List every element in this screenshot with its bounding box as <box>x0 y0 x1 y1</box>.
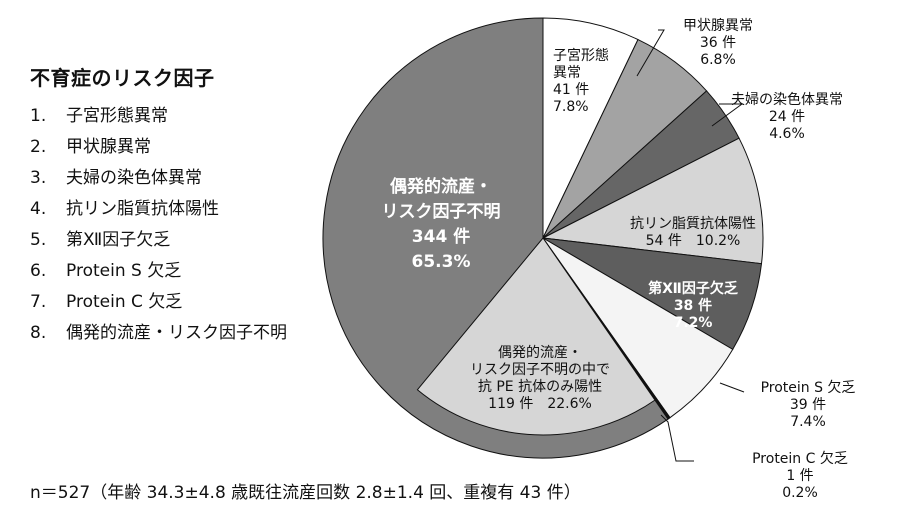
slice-label: 子宮形態異常 41 件 7.8% <box>553 48 609 115</box>
legend-item: 3. 夫婦の染色体異常 <box>30 163 350 194</box>
label-line: リスク因子不明 <box>382 202 501 222</box>
label-line: 抗リン脂質抗体陽性 <box>630 216 756 232</box>
leader-line <box>636 29 665 77</box>
label-line: 65.3% <box>412 252 471 272</box>
label-line: 夫婦の染色体異常 <box>731 91 843 108</box>
label-line: 異常 <box>553 65 581 81</box>
legend-item: 7. Protein C 欠乏 <box>30 287 350 318</box>
legend-item: 1. 子宮形態異常 <box>30 101 350 132</box>
label-line: 344 件 <box>412 226 470 247</box>
label-line: 偶発的流産・ <box>498 345 582 361</box>
legend-item-label: 子宮形態異常 <box>66 106 168 126</box>
leader-line <box>660 414 694 462</box>
label-line: Protein S 欠乏 <box>761 380 856 396</box>
legend-item-number: 8. <box>30 323 47 343</box>
legend-item-number: 1. <box>30 106 47 126</box>
legend-item: 8. 偶発的流産・リスク因子不明 <box>30 318 350 349</box>
legend-item: 6. Protein S 欠乏 <box>30 256 350 287</box>
pie-sub-slice <box>416 237 656 436</box>
legend-item: 2. 甲状腺異常 <box>30 132 350 163</box>
legend-item-label: Protein C 欠乏 <box>66 292 183 312</box>
legend-item-label: 抗リン脂質抗体陽性 <box>66 199 219 219</box>
label-line: 36 件 <box>700 35 736 51</box>
slice-label: Protein S 欠乏 39 件 7.4% <box>761 380 856 430</box>
legend-item-label: 偶発的流産・リスク因子不明 <box>66 323 287 343</box>
slice-label: 第Ⅻ因子欠乏 38 件 7.2% <box>648 280 738 331</box>
slice-label: 夫婦の染色体異常 24 件 4.6% <box>731 91 843 142</box>
legend-item-number: 4. <box>30 199 47 219</box>
label-line: 38 件 <box>674 297 712 314</box>
label-line: Protein C 欠乏 <box>752 451 848 467</box>
footnote: n＝527（年齢 34.3±4.8 歳既往流産回数 2.8±1.4 回、重複有 … <box>30 483 581 503</box>
sub-slice-label: 偶発的流産・リスク因子不明の中で抗 PE 抗体のみ陽性 119 件 22.6% <box>470 345 610 412</box>
label-line: 7.8% <box>553 99 589 115</box>
label-line: 4.6% <box>769 126 805 142</box>
slice-label: 偶発的流産・リスク因子不明 344 件 65.3% <box>382 176 501 272</box>
legend-item-number: 6. <box>30 261 47 281</box>
legend-item-number: 7. <box>30 292 47 312</box>
label-line: 7.4% <box>790 414 826 430</box>
label-line: 24 件 <box>769 109 805 125</box>
slice-label: 抗リン脂質抗体陽性 54 件 10.2% <box>630 216 756 249</box>
legend-title: 不育症のリスク因子 <box>30 66 215 90</box>
label-line: 119 件 22.6% <box>488 396 592 412</box>
leader-line <box>711 103 744 127</box>
legend-item-label: 第Ⅻ因子欠乏 <box>66 230 171 250</box>
label-line: 7.2% <box>674 315 713 331</box>
label-line: 第Ⅻ因子欠乏 <box>648 280 738 297</box>
legend-item: 4. 抗リン脂質抗体陽性 <box>30 194 350 225</box>
label-line: 偶発的流産・ <box>390 176 492 197</box>
legend-list: 1. 子宮形態異常 2. 甲状腺異常 3. 夫婦の染色体異常 4. 抗リン脂質抗体陽性 … <box>30 101 350 349</box>
legend-item-label: Protein S 欠乏 <box>66 261 182 281</box>
label-line: 6.8% <box>700 52 736 68</box>
label-line: リスク因子不明の中で <box>470 362 610 378</box>
leader-line <box>719 382 745 393</box>
label-line: 39 件 <box>790 397 826 413</box>
slice-label: Protein C 欠乏 1 件 0.2% <box>752 451 848 501</box>
legend-item-number: 3. <box>30 168 47 188</box>
legend: 不育症のリスク因子 1. 子宮形態異常 2. 甲状腺異常 3. 夫婦の染色体異常 4.… <box>30 62 350 349</box>
label-line: 子宮形態 <box>553 48 609 64</box>
label-line: 甲状腺異常 <box>683 18 753 34</box>
pie-slice <box>541 137 764 265</box>
label-line: 41 件 <box>553 82 589 98</box>
legend-item-label: 甲状腺異常 <box>66 137 151 157</box>
label-line: 抗 PE 抗体のみ陽性 <box>478 379 602 395</box>
label-line: 1 件 <box>786 468 813 484</box>
legend-item-label: 夫婦の染色体異常 <box>66 168 202 188</box>
legend-item: 5. 第Ⅻ因子欠乏 <box>30 225 350 256</box>
label-line: 0.2% <box>782 485 818 501</box>
legend-item-number: 5. <box>30 230 47 250</box>
slice-label: 甲状腺異常 36 件 6.8% <box>683 18 753 68</box>
label-line: 54 件 10.2% <box>646 233 741 249</box>
legend-item-number: 2. <box>30 137 47 157</box>
